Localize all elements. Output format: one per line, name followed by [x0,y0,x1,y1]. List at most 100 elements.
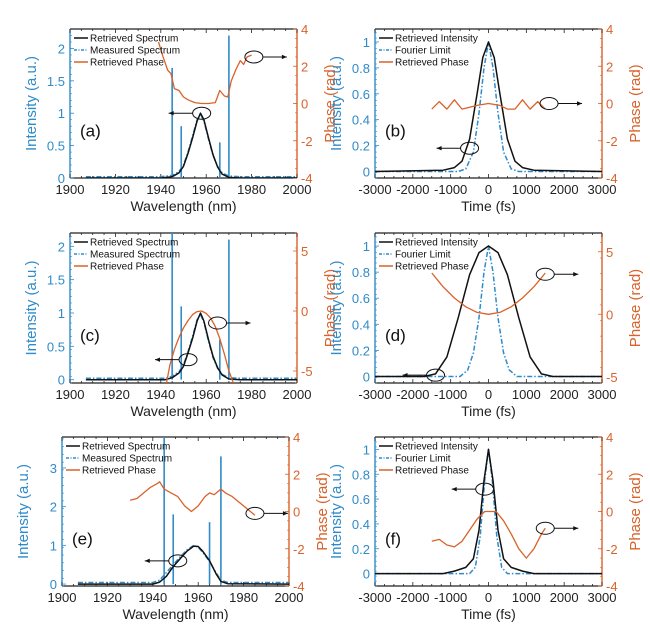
y-tick-label: 0 [363,369,370,384]
y-tick-label: 1 [363,35,370,50]
x-axis-label: Wavelength (nm) [122,606,228,622]
y2-tick-label: 0 [301,97,308,112]
y-tick-label: 0.2 [352,343,370,358]
y-tick-label: 0.8 [352,61,370,76]
measured-spectrum-line [85,313,297,380]
legend-entry: Retrieved Phase [90,58,164,69]
plot-area [77,437,289,585]
y2-axis-label: Phase (rad) [627,269,644,347]
panel-label: (c) [80,326,100,345]
annotation-ellipse [245,506,265,520]
panel-a: 1900 1920 1940 1960 1980 2000 0 0.5 1 1.5 2 -4 -2 0 2 4… [23,22,339,214]
arrow-head-icon [281,54,287,60]
x-tick-label: 1940 [138,590,167,605]
x-tick-label: 1980 [229,590,258,605]
x-tick-label: 1920 [93,590,122,605]
y2-tick-label: 0 [606,505,613,520]
panel-label: (d) [385,326,406,345]
measured-spectrum-line [85,113,297,178]
y-tick-label: 0 [58,373,65,388]
retrieved-phase-line [431,510,546,559]
retrieved-intensity-line [375,448,602,575]
y-tick-label: 0 [363,165,370,180]
panel-label: (b) [385,121,406,140]
x-tick-label: 3000 [588,182,617,197]
panel-label: (f) [385,529,401,548]
panel-c: 1900 1920 1940 1960 1980 2000 0 0.5 1 1.5 2 -5 0 5 Wav… [23,232,339,419]
y2-tick-label: 5 [606,245,613,260]
y2-tick-label: 0 [301,304,308,319]
y2-tick-label: 4 [606,22,613,37]
panel-b: -3000 -2000 -1000 0 1000 2000 3000 0 0.2 0.4 0.6 0.… [328,22,644,214]
arrow-head-icon [577,101,583,106]
legend-entry: Retrieved Phase [395,262,469,273]
y2-tick-label: -5 [301,364,313,379]
y-tick-label: 0.2 [352,139,370,154]
legend-entry: Retrieved Intensity [395,34,478,45]
panel-label: (a) [80,121,101,140]
retrieved-intensity-line [375,41,602,173]
panel-d: -3000 -2000 -1000 0 1000 2000 3000 0 0.2 0.4 0.6 0.… [328,232,644,419]
y2-tick-label: 2 [606,467,613,482]
y2-tick-label: 0 [606,307,613,322]
x-tick-label: -2000 [396,182,429,197]
y2-tick-label: -2 [606,542,618,557]
y2-tick-label: -5 [606,370,618,385]
x-tick-label: 1980 [237,387,266,402]
legend-entry: Fourier Limit [395,454,451,465]
x-tick-label: 1000 [512,387,541,402]
x-tick-label: 1980 [237,182,266,197]
x-tick-label: -1000 [434,590,467,605]
legend-entry: Retrieved Phase [395,58,469,69]
annotation-ellipse [535,267,555,281]
x-tick-label: -2000 [396,590,429,605]
y2-tick-label: -2 [606,134,618,149]
retrieved-phase-line [431,99,546,110]
y2-axis-label: Phase (rad) [627,64,644,142]
retrieved-phase-line [431,272,546,315]
x-axis-label: Wavelength (nm) [130,403,236,419]
x-axis-label: Time (fs) [461,403,516,419]
legend-entry: Retrieved Phase [395,466,469,477]
x-tick-label: 1900 [48,590,77,605]
y-tick-label: 0 [363,567,370,582]
annotation-ellipse [535,521,555,535]
arrow-head-icon [573,272,579,277]
x-tick-label: 3000 [588,387,617,402]
x-tick-label: 3000 [588,590,617,605]
y-tick-label: 0.4 [352,517,370,532]
x-tick-label: -3000 [358,387,391,402]
y-tick-label: 0.6 [352,291,370,306]
y2-tick-label: 2 [301,59,308,74]
arrow-head-icon [144,558,150,564]
plot-area [85,35,297,178]
annotation-ellipse [460,141,480,155]
y-tick-label: 2 [58,41,65,56]
arrow-head-icon [155,357,161,362]
y2-tick-label: 2 [606,59,613,74]
y-tick-label: 1 [363,239,370,254]
y-tick-label: 0.2 [352,542,370,557]
y-tick-label: 2 [50,500,57,515]
y-tick-label: 0.6 [352,492,370,507]
y2-tick-label: 0 [293,505,300,520]
retrieved-phase-line [129,481,256,516]
y-tick-label: 1.5 [47,273,65,288]
y2-tick-label: 4 [301,22,308,37]
x-tick-label: 0 [485,182,492,197]
x-tick-label: 2000 [550,590,579,605]
y-axis-label: Intensity (a.u.) [15,464,32,559]
panel-e: 1900 1920 1940 1960 1980 2000 0 1 2 3 -4 -2 0 2 4 Wavel… [15,430,331,622]
arrow-head-icon [451,486,457,492]
legend-entry: Measured Spectrum [90,250,180,261]
arrow-head-icon [245,320,251,326]
y-tick-label: 0 [58,171,65,186]
y2-axis-label: Phase (rad) [314,472,331,550]
x-tick-label: 1900 [56,182,85,197]
legend-entry: Fourier Limit [395,250,451,261]
